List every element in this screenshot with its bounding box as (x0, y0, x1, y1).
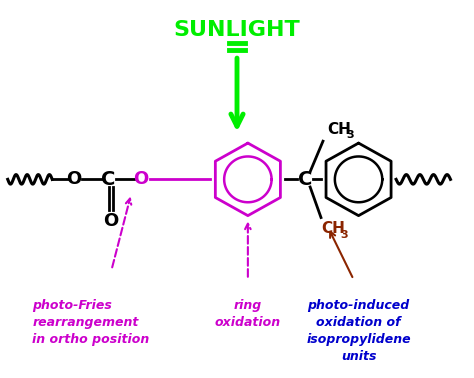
Text: O: O (103, 212, 118, 230)
Text: photo-Fries
rearrangement
in ortho position: photo-Fries rearrangement in ortho posit… (32, 299, 150, 345)
Text: C: C (101, 170, 116, 189)
Text: photo-induced
oxidation of
isopropylidene
units: photo-induced oxidation of isopropyliden… (306, 299, 411, 363)
Text: 3: 3 (346, 130, 355, 141)
Text: CH: CH (321, 222, 345, 237)
Text: CH: CH (327, 122, 351, 137)
Text: 3: 3 (341, 230, 348, 240)
Text: O: O (66, 170, 82, 188)
Text: ring
oxidation: ring oxidation (215, 299, 281, 329)
Text: SUNLIGHT: SUNLIGHT (173, 20, 301, 40)
Text: O: O (134, 170, 149, 188)
Text: C: C (298, 170, 312, 189)
